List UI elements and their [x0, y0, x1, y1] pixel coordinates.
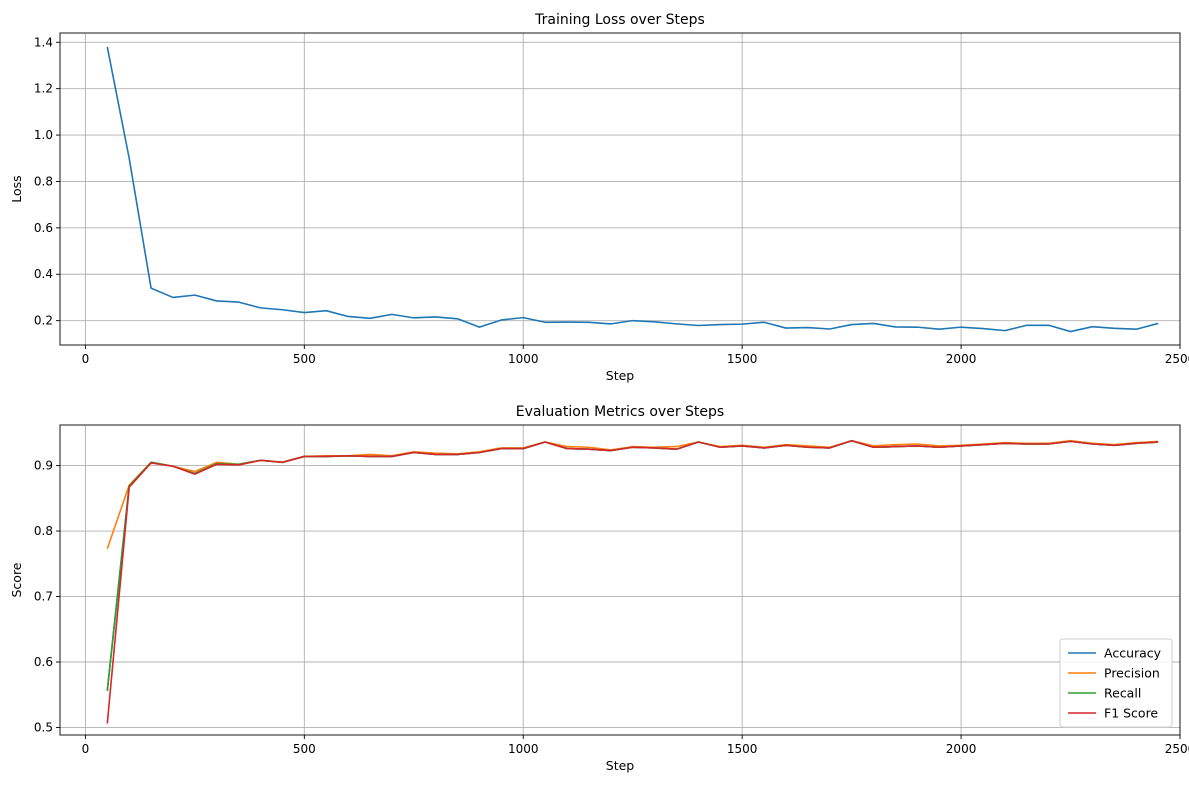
x-tick-label: 0 — [82, 352, 90, 366]
axes-frame — [59, 32, 1181, 346]
y-tick-label: 1.2 — [34, 82, 53, 96]
y-tick-label: 0.4 — [34, 267, 53, 281]
chart-title: Training Loss over Steps — [534, 12, 705, 28]
legend-box — [1059, 638, 1173, 728]
legend-label: F1 Score — [1104, 706, 1158, 721]
axes-frame — [59, 424, 1181, 736]
y-tick-label: 0.8 — [34, 524, 53, 538]
y-axis-label: Loss — [9, 175, 24, 202]
x-axis-label: Step — [606, 758, 635, 773]
y-tick-label: 0.6 — [34, 221, 53, 235]
series-0-line — [106, 46, 1159, 333]
x-tick-label: 500 — [293, 352, 316, 366]
y-tick-label: 0.6 — [34, 655, 53, 669]
x-tick-label: 2000 — [946, 742, 977, 756]
y-tick-label: 0.8 — [34, 174, 53, 188]
x-tick-label: 1000 — [508, 352, 539, 366]
x-tick-label: 1000 — [508, 742, 539, 756]
legend-label: Recall — [1104, 686, 1141, 701]
y-tick-label: 0.5 — [34, 720, 53, 734]
legend-label: Accuracy — [1104, 646, 1162, 661]
y-tick-label: 0.9 — [34, 459, 53, 473]
y-axis-label: Score — [9, 562, 24, 597]
legend-label: Precision — [1104, 666, 1160, 681]
legend: Accuracy Precision Recall F1 Score — [1059, 638, 1173, 728]
x-tick-label: 2000 — [946, 352, 977, 366]
x-tick-label: 500 — [293, 742, 316, 756]
y-tick-label: 1.0 — [34, 128, 53, 142]
f1-score-line — [106, 439, 1159, 724]
x-tick-label: 1500 — [727, 352, 758, 366]
y-tick-label: 0.7 — [34, 590, 53, 604]
y-tick-label: 0.2 — [34, 314, 53, 328]
x-tick-label: 1500 — [727, 742, 758, 756]
chart-title: Evaluation Metrics over Steps — [516, 404, 724, 420]
x-axis-label: Step — [606, 368, 635, 383]
x-tick-label: 0 — [82, 742, 90, 756]
y-tick-label: 1.4 — [34, 35, 53, 49]
